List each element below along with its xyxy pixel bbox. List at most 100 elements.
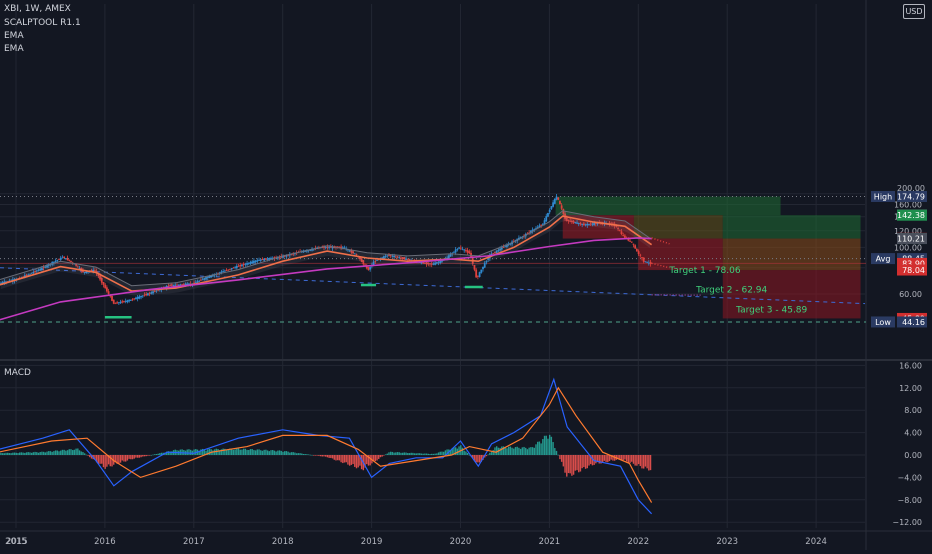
- macd-histogram-bar: [34, 452, 35, 455]
- macd-histogram-bar: [0, 453, 1, 455]
- macd-histogram-bar: [399, 452, 400, 455]
- macd-histogram-bar: [157, 454, 158, 455]
- macd-histogram-bar: [511, 448, 512, 455]
- macd-histogram-bar: [513, 449, 514, 455]
- candle-body: [267, 259, 269, 260]
- macd-histogram-bar: [643, 455, 644, 469]
- macd-histogram-bar: [28, 452, 29, 455]
- macd-histogram-bar: [89, 455, 90, 457]
- macd-histogram-bar: [140, 455, 141, 457]
- macd-histogram-bar: [493, 450, 494, 455]
- candle-body: [621, 231, 623, 234]
- candle-body: [253, 261, 255, 263]
- macd-histogram-bar: [383, 455, 384, 456]
- macd-histogram-bar: [303, 454, 304, 455]
- candle-body: [552, 202, 554, 206]
- macd-histogram-bar: [43, 452, 44, 455]
- macd-histogram-bar: [561, 455, 562, 462]
- price-tag-value: 174.79: [897, 192, 925, 201]
- macd-histogram-bar: [277, 451, 278, 455]
- macd-histogram-bar: [549, 435, 550, 455]
- macd-histogram-bar: [419, 453, 420, 455]
- macd-histogram-bar: [330, 455, 331, 458]
- macd-pane-label[interactable]: MACD: [4, 368, 31, 378]
- candle-body: [650, 262, 652, 264]
- candle-body: [121, 301, 123, 302]
- macd-histogram-bar: [354, 455, 355, 467]
- macd-histogram-bar: [547, 439, 548, 455]
- macd-histogram-bar: [313, 455, 314, 456]
- macd-histogram-bar: [475, 455, 476, 462]
- macd-histogram-bar: [29, 452, 30, 455]
- macd-histogram-bar: [154, 454, 155, 455]
- indicator-ema-label-2[interactable]: EMA: [4, 44, 24, 54]
- macd-histogram-bar: [289, 453, 290, 455]
- macd-histogram-bar: [24, 453, 25, 455]
- macd-histogram-bar: [2, 453, 3, 455]
- macd-histogram-bar: [127, 455, 128, 461]
- macd-histogram-bar: [640, 455, 641, 466]
- macd-histogram-bar: [575, 455, 576, 471]
- candle-body: [460, 248, 462, 249]
- macd-histogram-bar: [137, 455, 138, 458]
- macd-histogram-bar: [328, 455, 329, 458]
- macd-histogram-bar: [487, 455, 488, 456]
- macd-histogram-bar: [238, 449, 239, 455]
- macd-histogram-bar: [123, 455, 124, 462]
- candle-body: [111, 296, 113, 301]
- candle-body: [475, 270, 477, 278]
- candle-body: [118, 302, 120, 303]
- macd-histogram-bar: [21, 452, 22, 455]
- candle-body: [643, 258, 645, 262]
- macd-histogram-bar: [376, 455, 377, 460]
- candle-body: [622, 235, 624, 236]
- macd-histogram-bar: [573, 455, 574, 475]
- macd-histogram-bar: [299, 453, 300, 455]
- candle-body: [103, 282, 105, 285]
- currency-badge[interactable]: USD: [903, 4, 925, 19]
- candle-body: [140, 296, 142, 297]
- macd-histogram-bar: [298, 453, 299, 455]
- macd-histogram-bar: [104, 455, 105, 469]
- candle-body: [68, 260, 70, 261]
- macd-histogram-bar: [265, 450, 266, 455]
- macd-histogram-bar: [631, 455, 632, 462]
- macd-histogram-bar: [284, 451, 285, 455]
- indicator-ema-label-1[interactable]: EMA: [4, 31, 24, 41]
- macd-histogram-bar: [252, 449, 253, 455]
- macd-histogram-bar: [580, 455, 581, 471]
- macd-histogram-bar: [581, 455, 582, 468]
- macd-histogram-bar: [287, 452, 288, 455]
- indicator-scalptool-label[interactable]: SCALPTOOL R1.1: [4, 18, 81, 28]
- macd-histogram-bar: [45, 452, 46, 455]
- macd-histogram-bar: [305, 454, 306, 455]
- macd-histogram-bar: [159, 453, 160, 455]
- macd-histogram-bar: [310, 455, 311, 456]
- candle-body: [639, 255, 641, 256]
- macd-histogram-bar: [505, 448, 506, 455]
- macd-histogram-bar: [101, 455, 102, 464]
- macd-histogram-bar: [412, 453, 413, 455]
- price-tick-label: 60.00: [899, 290, 922, 299]
- macd-histogram-bar: [240, 450, 241, 455]
- macd-histogram-bar: [378, 455, 379, 459]
- symbol-title[interactable]: XBI, 1W, AMEX: [4, 4, 71, 14]
- macd-histogram-bar: [26, 452, 27, 455]
- macd-histogram-bar: [22, 453, 23, 455]
- candle-body: [453, 252, 455, 253]
- candle-body: [463, 250, 465, 251]
- candle-body: [62, 258, 64, 259]
- macd-histogram-bar: [540, 443, 541, 455]
- candle-body: [619, 230, 621, 231]
- macd-histogram-bar: [587, 455, 588, 468]
- macd-histogram-bar: [315, 455, 316, 456]
- candle-body: [547, 213, 549, 217]
- macd-histogram-bar: [347, 455, 348, 465]
- macd-histogram-bar: [424, 453, 425, 455]
- macd-tick-label: 16.00: [899, 361, 922, 370]
- macd-histogram-bar: [241, 450, 242, 455]
- macd-histogram-bar: [9, 453, 10, 455]
- macd-histogram-bar: [335, 455, 336, 460]
